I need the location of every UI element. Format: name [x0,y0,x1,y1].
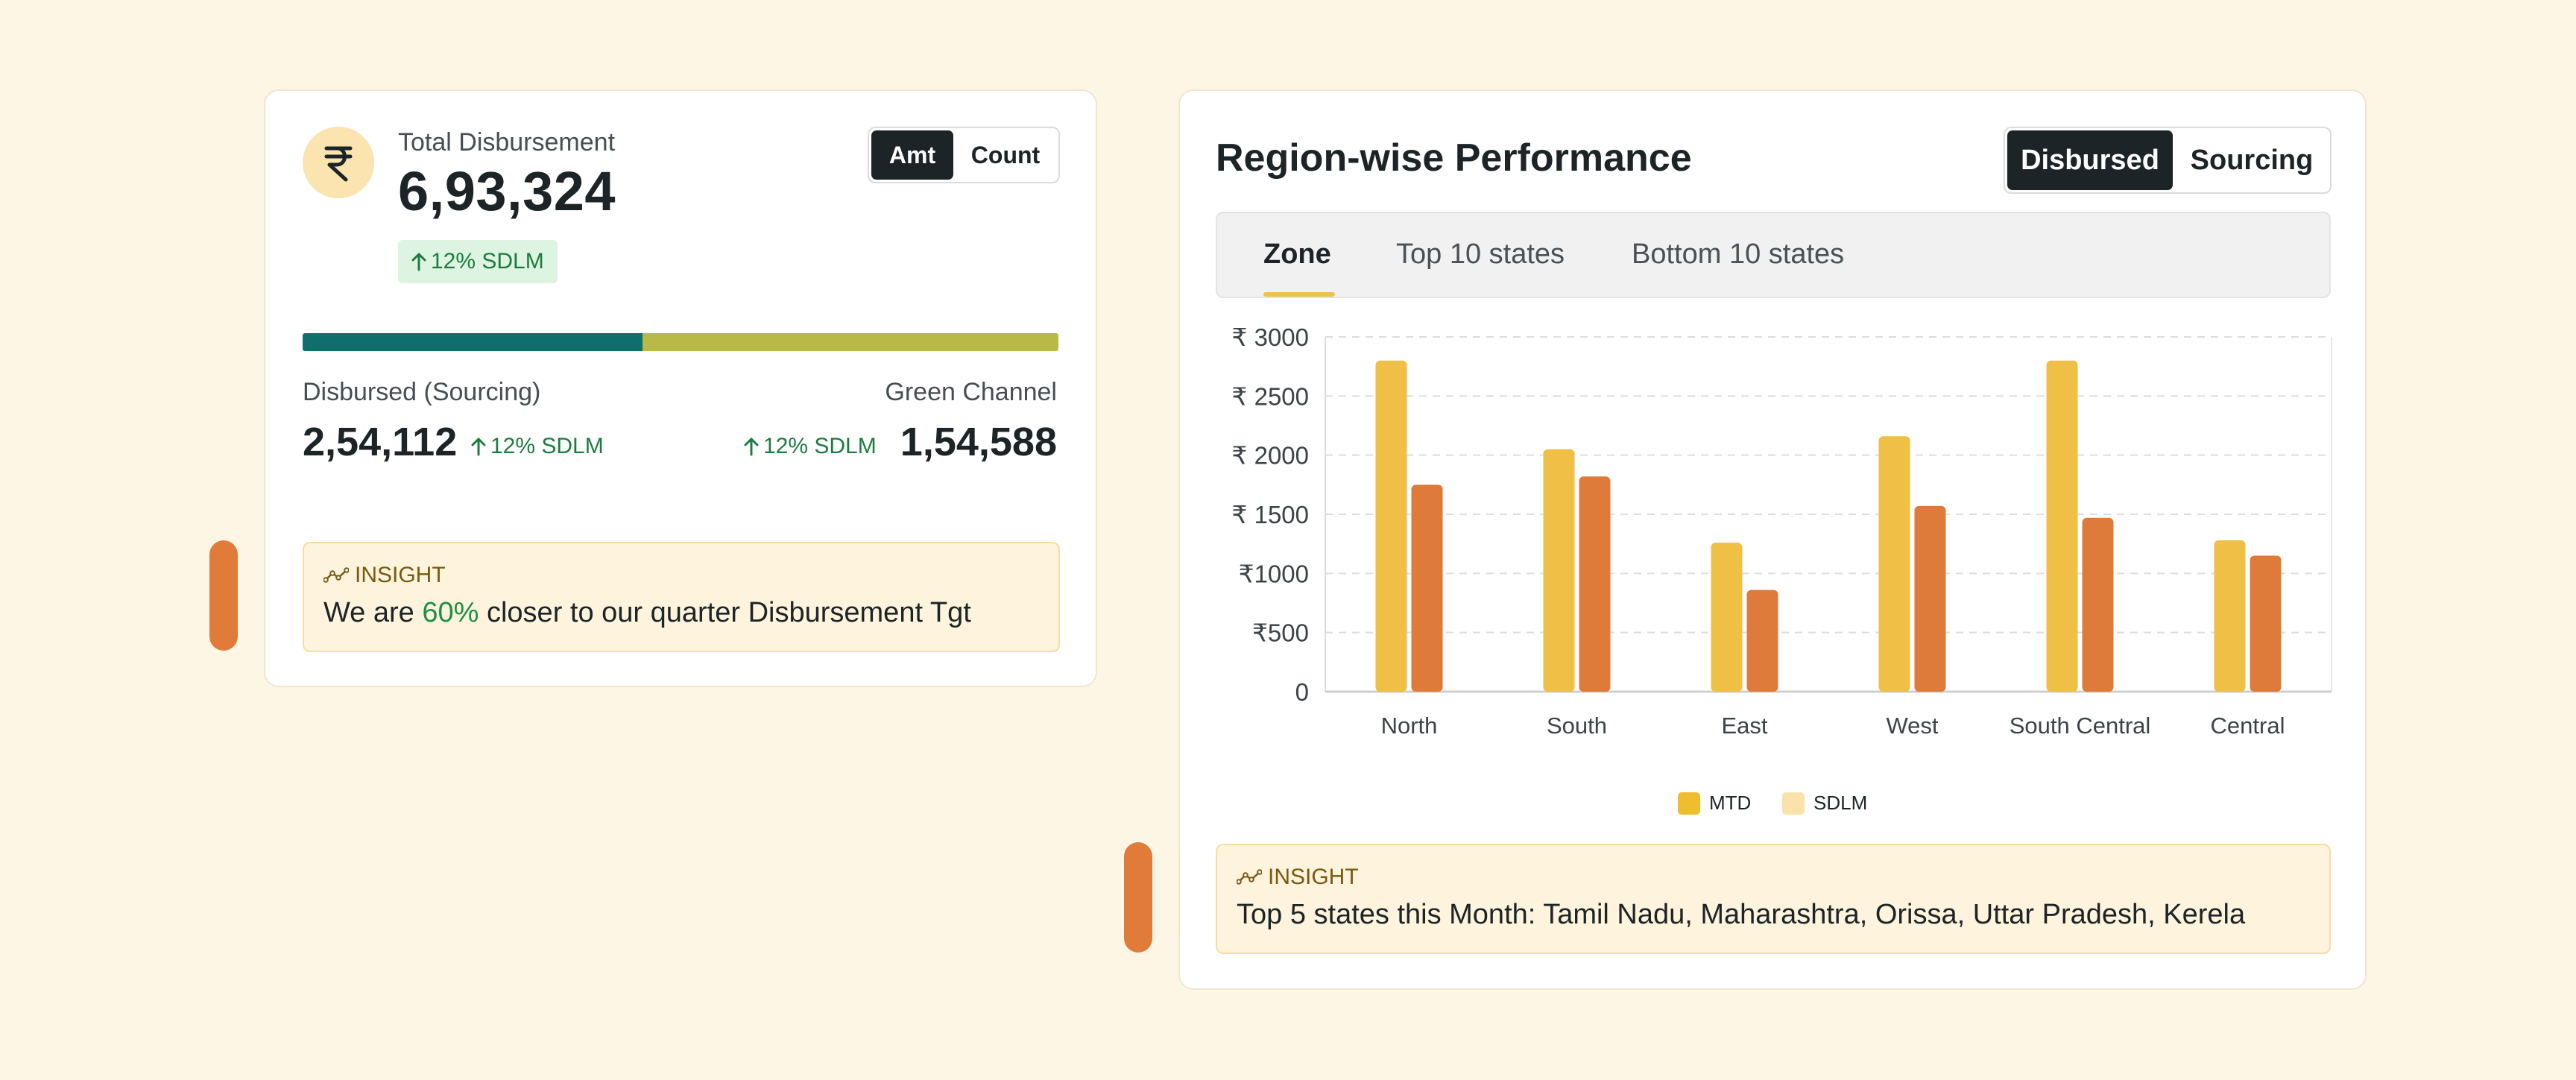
arrow-up-icon [471,438,486,456]
sourcing-delta: 12% SDLM [471,434,604,459]
green-channel-label: Green Channel [885,378,1057,406]
chart-legend-mtd: MTD [1678,792,1751,815]
bar-sdlm-north [1411,484,1443,692]
disbursed-sourcing-toggle: Disbursed Sourcing [2004,127,2332,194]
y-tick-label: ₹ 1500 [1231,501,1309,528]
total-disbursement-value: 6,93,324 [398,160,616,222]
total-delta-badge: 12% SDLM [398,240,558,283]
legend-mtd-label: MTD [1709,792,1752,814]
region-insight-box: INSIGHT Top 5 states this Month: Tamil N… [1216,844,2331,954]
y-tick-label: ₹ 3000 [1231,323,1309,351]
x-tick-label: Central [2211,713,2285,739]
y-tick-label: ₹500 [1252,619,1309,647]
bar-mtd-central [2214,540,2246,692]
green-channel-delta-text: 12% SDLM [763,434,877,458]
sourcing-delta-text: 12% SDLM [490,434,604,458]
toggle-count-button[interactable]: Count [970,141,1041,168]
insight-label: INSIGHT [323,563,446,588]
x-tick-label: West [1886,713,1938,739]
region-insight-label: INSIGHT [1237,865,1359,890]
region-performance-card: Region-wise Performance Disbursed Sourci… [1178,89,2367,990]
region-insight-label-text: INSIGHT [1268,865,1359,889]
green-channel-value: 1,54,588 [900,420,1057,464]
trend-line-icon [1237,869,1262,885]
x-tick-label: North [1381,713,1438,739]
legend-sdlm-label: SDLM [1813,792,1868,814]
insight-text: We are 60% closer to our quarter Disburs… [323,597,971,629]
arrow-up-icon [744,438,759,456]
bar-sdlm-west [1914,505,1946,692]
x-tick-label: South [1547,713,1607,739]
amt-count-toggle: Amt Count [868,127,1060,183]
bar-sdlm-east [1746,590,1778,692]
total-delta-text: 12% SDLM [431,249,544,274]
total-disbursement-label: Total Disbursement [398,128,616,157]
region-insight-text: Top 5 states this Month: Tamil Nadu, Mah… [1237,899,2246,930]
bar-mtd-west [1878,436,1910,692]
tab-top-10-states[interactable]: Top 10 states [1396,239,1565,270]
bar-mtd-east [1711,543,1743,692]
region-bar-chart: 0 ₹500 ₹1000 ₹ 1500 ₹ 2000 ₹ 2500 ₹ 3000 North S… [1231,323,2332,739]
tab-bottom-10-states[interactable]: Bottom 10 states [1632,239,1845,270]
legend-sdlm-swatch [1782,792,1805,815]
legend-mtd-swatch [1678,792,1700,815]
insight-box: INSIGHT We are 60% closer to our quarter… [303,542,1060,652]
region-tabs: Zone Top 10 states Bottom 10 states [1216,212,2331,298]
tab-zone[interactable]: Zone [1263,239,1331,270]
x-tick-label: East [1721,713,1767,739]
split-sourcing-segment [303,333,643,351]
chart-legend-sdlm: SDLM [1782,792,1867,815]
arrow-up-icon [411,253,426,271]
side-tab-right [1124,842,1152,953]
region-performance-title: Region-wise Performance [1216,136,1692,180]
split-green-channel-segment [643,333,1058,351]
toggle-amt-button[interactable]: Amt [871,130,953,180]
insight-highlight: 60% [422,597,479,628]
toggle-disbursed-button[interactable]: Disbursed [2007,130,2173,190]
rupee-icon [303,127,374,198]
bar-mtd-north [1375,360,1407,692]
insight-text-before: We are [323,597,423,628]
bar-mtd-south-central [2046,360,2078,692]
toggle-sourcing-button[interactable]: Sourcing [2190,144,2314,176]
insight-text-after: closer to our quarter Disbursement Tgt [479,597,971,628]
trend-line-icon [323,567,349,583]
y-tick-label: ₹1000 [1239,560,1309,587]
y-tick-label: 0 [1295,678,1309,706]
side-tab-left [209,540,238,651]
bar-sdlm-south-central [2082,517,2114,692]
insight-label-text: INSIGHT [355,563,446,587]
y-tick-label: ₹ 2500 [1231,382,1309,410]
bar-sdlm-south [1579,476,1611,692]
sourcing-label: Disbursed (Sourcing) [303,378,541,406]
active-tab-indicator [1263,292,1335,297]
green-channel-delta: 12% SDLM [744,434,877,459]
total-disbursement-card: Total Disbursement 6,93,324 12% SDLM Amt… [264,89,1097,687]
sourcing-value: 2,54,112 [303,420,458,464]
bar-sdlm-central [2250,555,2282,692]
bar-mtd-south [1543,449,1575,692]
x-tick-label: South Central [2010,713,2151,739]
y-tick-label: ₹ 2000 [1231,442,1309,470]
sourcing-split-bar [303,333,1058,351]
